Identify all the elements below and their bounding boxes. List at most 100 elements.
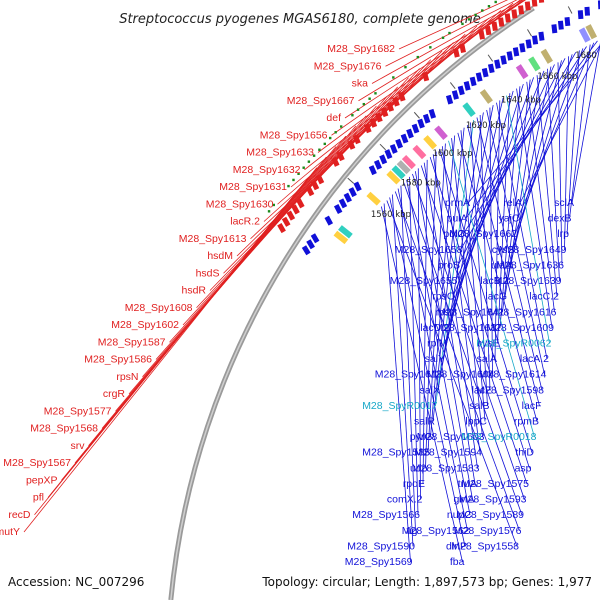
gene-label: lacD.2 [420,322,450,334]
reverse-gene-mark [469,76,477,87]
gene-label: M28_Spy1616 [489,306,557,318]
gene-label: def [326,112,341,124]
map-title: Streptococcus pyogenes MGAS6180, complet… [119,12,481,27]
gene-label: M28_Spy1609 [486,322,554,334]
accession-text: Accession: NC_007296 [8,575,144,589]
reverse-gene-mark [343,192,352,203]
gene-label: M28_Spy1604 [427,369,495,381]
reverse-gene-mark [353,181,362,192]
gene-label: srv [71,440,86,452]
label-leader [476,117,543,391]
gene-label: M28_Spy1649 [499,244,567,256]
gene-label: M28_Spy1586 [84,354,152,366]
gene-label: yajC [498,213,519,225]
reverse-gene-mark [338,198,348,209]
gc-mark [481,9,484,12]
label-leader [489,107,493,375]
label-leader [429,156,530,469]
forward-gene-mark [531,0,538,7]
forward-gene-mark [398,91,406,102]
kbp-label: 1680 kbp [575,51,600,61]
reverse-gene-mark [422,113,431,124]
label-leader [414,171,473,500]
gc-mark [467,18,471,21]
gc-mark [307,160,311,163]
gene-label: asp [515,462,532,474]
gene-label: sclA [554,197,574,209]
label-leader [536,75,558,297]
gc-mark [267,210,271,213]
gene-label: cysE [477,337,500,349]
label-leader [496,102,548,360]
reverse-gene-mark [451,90,459,100]
label-leader [571,42,600,204]
reverse-gene-mark [525,39,532,49]
gc-mark [474,13,477,17]
label-leader [386,200,518,547]
cog-block [462,102,476,118]
forward-gene-mark [352,134,361,145]
forward-gene-mark [452,47,460,58]
label-leader [385,0,518,67]
kbp-tick [487,54,494,62]
gene-label: dinP [446,540,467,552]
gene-label: recD [8,509,31,521]
kbp-label: 1620 kbp [466,121,506,131]
label-leader [344,0,527,119]
gene-label: M28_Spy1676 [314,60,382,72]
reverse-gene-mark [368,165,377,176]
gene-label: M28_Spy1630 [206,198,274,210]
gene-label: M28_Spy1594 [414,447,482,459]
cog-block [423,135,438,150]
forward-gene-mark [336,151,345,162]
reverse-gene-mark [457,85,465,96]
reverse-gene-mark [395,138,404,149]
gene-label: hsdM [207,250,233,262]
gene-label: M28_Spy1631 [219,181,287,193]
gene-label: mutY [0,526,20,538]
gc-mark [368,97,371,100]
reverse-gene-mark [373,159,382,170]
label-leader [392,194,414,547]
label-leader [557,62,563,266]
gene-label: cysS [492,244,515,256]
cog-block [391,165,406,180]
gc-mark [323,142,326,146]
gc-mark [374,92,377,95]
reverse-gene-mark [417,118,425,129]
forward-gene-mark [380,107,389,118]
reverse-gene-mark [475,72,483,82]
cog-block [479,89,493,104]
gene-label: hsdS [196,267,220,279]
gene-label: rpsO [432,291,455,303]
label-leader [486,109,545,375]
label-leader [457,132,538,422]
cog-block [515,64,529,80]
kbp-label: 1580 kbp [401,178,441,188]
reverse-gene-mark [310,233,320,244]
forward-gene-mark [281,216,291,227]
label-leader [442,97,504,360]
gc-mark [272,203,276,207]
reverse-gene-mark [348,187,357,198]
kbp-label: 1600 kbp [433,149,473,159]
label-leader [470,122,488,406]
reverse-gene-mark [379,154,388,165]
label-leader [506,95,550,344]
gc-mark [362,102,366,106]
reverse-gene-mark [512,47,520,57]
gene-label: M28_Spy1633 [246,147,314,159]
label-leader [398,0,509,50]
cog-block [401,154,416,170]
gene-label: M28_Spy1655 [390,275,458,287]
gc-mark [416,55,420,59]
reverse-gene-mark [324,215,334,226]
forward-gene-mark [504,13,511,23]
gene-label: salX [420,384,440,396]
gc-mark [448,31,451,35]
forward-gene-mark [310,180,320,191]
reverse-gene-mark [481,67,489,78]
forward-gene-mark [291,204,300,215]
